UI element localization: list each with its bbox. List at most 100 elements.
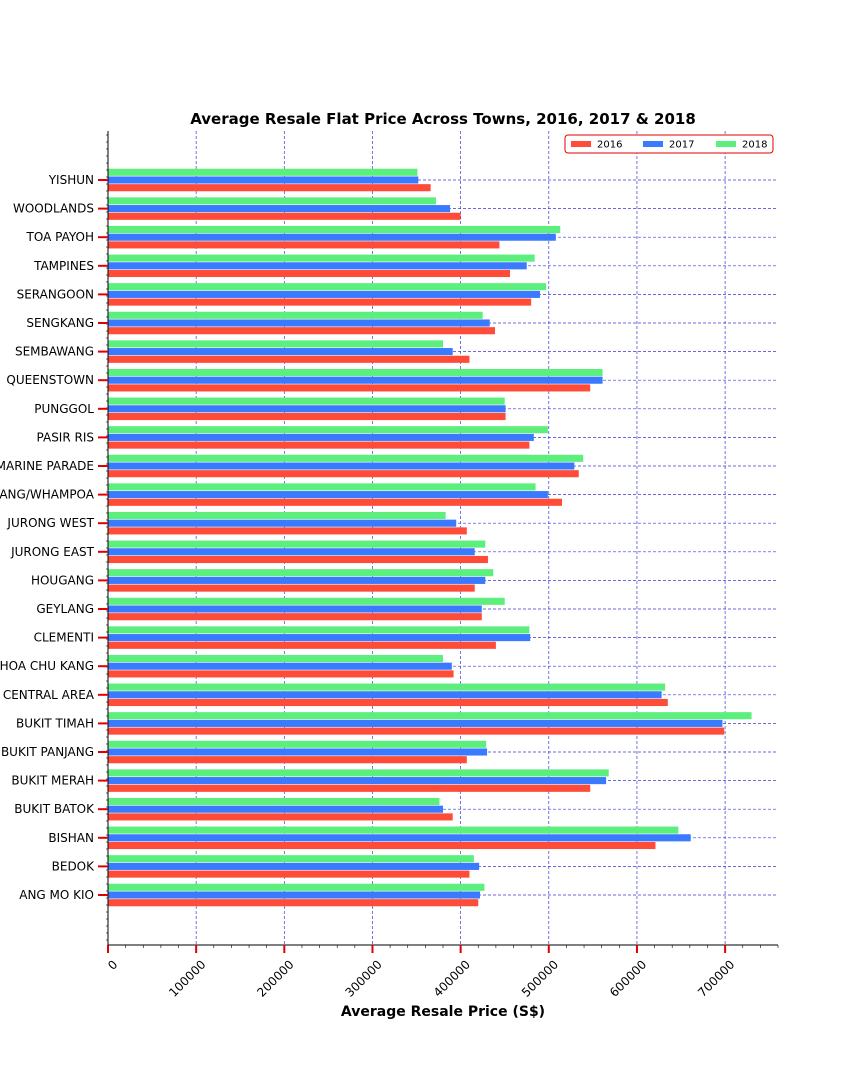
y-tick-label: CLEMENTI	[34, 631, 94, 645]
bar-2018-queenstown	[108, 368, 603, 377]
bar-2018-marine-parade	[108, 454, 584, 462]
bar-2017-ang-mo-kio	[108, 891, 481, 899]
legend-label-2017: 2017	[669, 140, 694, 151]
x-tick-label: 600000	[607, 957, 649, 999]
bar-2016-bukit-merah	[108, 784, 591, 792]
bars	[108, 168, 752, 907]
bar-2017-bukit-timah	[108, 719, 723, 727]
y-tick-label: CHOA CHU KANG	[0, 659, 94, 673]
bar-2016-bukit-timah	[108, 727, 725, 735]
x-tick-label: 100000	[166, 957, 208, 999]
bar-2016-jurong-west	[108, 527, 467, 535]
bar-2017-jurong-east	[108, 548, 475, 556]
bar-2017-hougang	[108, 576, 486, 584]
legend-swatch-2017	[643, 141, 663, 147]
bar-2016-serangoon	[108, 298, 532, 306]
bar-2018-sengkang	[108, 311, 483, 319]
y-tick-label: BUKIT BATOK	[14, 802, 95, 816]
bar-2017-kallang-whampoa	[108, 491, 548, 499]
bar-2016-hougang	[108, 584, 475, 592]
y-tick-label: TOA PAYOH	[26, 230, 94, 244]
bar-2016-marine-parade	[108, 470, 579, 478]
bar-2016-sembawang	[108, 355, 470, 363]
bar-2017-toa-payoh	[108, 233, 556, 241]
y-tick-label: BUKIT MERAH	[11, 774, 94, 788]
bar-2016-bukit-panjang	[108, 756, 467, 764]
bar-2017-serangoon	[108, 290, 540, 298]
y-tick-label: SERANGOON	[17, 287, 94, 301]
bar-2018-hougang	[108, 569, 494, 577]
y-tick-label: YISHUN	[48, 173, 94, 187]
y-tick-label: CENTRAL AREA	[3, 688, 95, 702]
y-tick-label: TAMPINES	[33, 259, 94, 273]
bar-2017-choa-chu-kang	[108, 662, 452, 670]
bar-2016-clementi	[108, 641, 496, 649]
bar-2018-bukit-merah	[108, 769, 609, 777]
bar-2018-ang-mo-kio	[108, 883, 485, 891]
y-tick-label: JURONG WEST	[6, 516, 94, 530]
legend-label-2018: 2018	[742, 140, 767, 151]
bar-2018-bishan	[108, 826, 679, 834]
x-tick-label: 0	[105, 957, 120, 972]
y-tick-label: JURONG EAST	[10, 545, 95, 559]
bar-2017-bukit-panjang	[108, 748, 488, 756]
bar-2016-woodlands	[108, 212, 461, 220]
y-tick-label: QUEENSTOWN	[6, 373, 94, 387]
bar-2016-bedok	[108, 870, 470, 878]
bar-2018-tampines	[108, 254, 535, 262]
x-tick-label: 300000	[343, 957, 385, 999]
bar-2018-central-area	[108, 683, 666, 691]
bar-2017-sembawang	[108, 348, 453, 356]
bar-2016-bishan	[108, 841, 656, 850]
x-tick-label: 500000	[519, 957, 561, 999]
bar-2017-bishan	[108, 834, 691, 842]
bar-2016-central-area	[108, 698, 668, 707]
bar-2018-jurong-east	[108, 540, 486, 548]
bar-2017-bukit-batok	[108, 805, 443, 813]
y-tick-label: PASIR RIS	[37, 430, 94, 444]
bar-2016-kallang-whampoa	[108, 498, 563, 506]
bar-2018-punggol	[108, 397, 505, 405]
bar-2017-queenstown	[108, 376, 603, 384]
legend-swatch-2018	[716, 141, 736, 147]
y-tick-label: MARINE PARADE	[0, 459, 94, 473]
legend-swatch-2016	[571, 141, 591, 147]
bar-2018-woodlands	[108, 197, 436, 205]
bar-2016-punggol	[108, 412, 506, 421]
bar-2016-yishun	[108, 184, 431, 192]
y-tick-label: WOODLANDS	[13, 202, 94, 216]
chart-title: Average Resale Flat Price Across Towns, …	[190, 110, 696, 128]
bar-2018-bukit-timah	[108, 712, 752, 720]
y-tick-label: HOUGANG	[31, 573, 94, 587]
legend-box	[564, 134, 774, 154]
bar-2016-tampines	[108, 269, 510, 278]
x-axis-label: Average Resale Price (S$)	[341, 1004, 545, 1020]
bar-2017-bedok	[108, 862, 480, 870]
bar-2016-toa-payoh	[108, 241, 500, 249]
bar-2016-jurong-east	[108, 555, 488, 564]
bar-2017-tampines	[108, 262, 527, 270]
bar-2017-jurong-west	[108, 519, 457, 527]
legend: 2016 2017 2018	[564, 134, 774, 154]
bar-2018-toa-payoh	[108, 225, 561, 234]
bar-2018-geylang	[108, 597, 505, 605]
bar-2017-central-area	[108, 691, 662, 699]
bar-2017-geylang	[108, 605, 482, 613]
bar-2017-marine-parade	[108, 462, 575, 470]
x-tick-label: 700000	[695, 957, 737, 999]
bar-2017-clementi	[108, 634, 531, 642]
bar-2017-sengkang	[108, 319, 490, 327]
x-tick-label: 200000	[254, 957, 296, 999]
bar-2018-bedok	[108, 855, 474, 863]
bar-2018-kallang-whampoa	[108, 483, 536, 491]
bar-2017-punggol	[108, 405, 506, 413]
bar-2018-serangoon	[108, 283, 547, 291]
y-tick-label: BEDOK	[52, 859, 96, 873]
grid	[108, 131, 778, 945]
y-tick-label: SENGKANG	[26, 316, 94, 330]
bar-2016-geylang	[108, 613, 482, 621]
bar-2018-clementi	[108, 626, 530, 634]
y-tick-label: KALLANG/WHAMPOA	[0, 488, 95, 502]
bar-2016-queenstown	[108, 384, 591, 392]
